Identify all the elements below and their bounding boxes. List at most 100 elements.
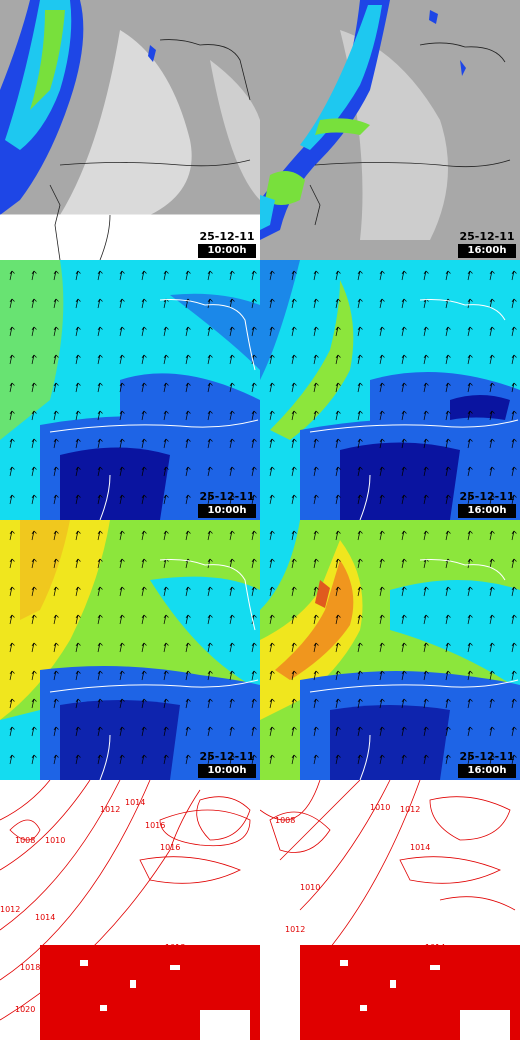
isobar-label-1014-b: 1014	[35, 913, 55, 922]
wind-arrow	[9, 726, 15, 737]
wind-b-16h-stamp: 25-12-11 16:00h	[458, 750, 516, 778]
wind-arrow	[9, 754, 15, 765]
wind-arrow	[119, 326, 125, 337]
wind-arrow	[401, 438, 407, 449]
wind-arrow	[511, 494, 517, 505]
wind-arrow	[489, 530, 495, 541]
wind-arrow	[229, 530, 235, 541]
wind-arrow	[9, 494, 15, 505]
wind-arrow	[163, 530, 169, 541]
wind-arrow	[401, 466, 407, 477]
wind-arrow	[335, 494, 341, 505]
wind-arrow	[207, 642, 213, 653]
wind-arrow	[97, 298, 103, 309]
wind-arrow	[97, 558, 103, 569]
wind-arrow	[207, 754, 213, 765]
wind-arrow	[31, 354, 37, 365]
wind-arrow	[31, 726, 37, 737]
wind-arrow	[269, 466, 275, 477]
wind-arrow	[119, 354, 125, 365]
wind-arrow	[185, 698, 191, 709]
wind-arrow	[229, 642, 235, 653]
isobar-map-right-graphic: 1008 1010 1012 1014 1010 1012 1014	[260, 780, 520, 1040]
wind-arrow	[489, 726, 495, 737]
wind-arrow	[401, 270, 407, 281]
wind-arrow	[489, 642, 495, 653]
wind-arrow	[401, 354, 407, 365]
wind-arrow	[379, 698, 385, 709]
wind-arrow	[489, 354, 495, 365]
wind-arrow	[401, 614, 407, 625]
wind-arrow	[207, 354, 213, 365]
wind-arrow	[97, 726, 103, 737]
wind-arrow	[445, 586, 451, 597]
wind-arrow	[75, 326, 81, 337]
wind-arrow	[467, 754, 473, 765]
wind-arrow	[185, 726, 191, 737]
wind-arrow	[379, 558, 385, 569]
wind-arrow	[31, 670, 37, 681]
wind-a-16h-stamp: 25-12-11 16:00h	[458, 490, 516, 518]
wind-arrow	[445, 270, 451, 281]
wind-arrow	[357, 642, 363, 653]
wind-arrow	[379, 326, 385, 337]
wind-arrow	[185, 354, 191, 365]
wind-arrow	[335, 670, 341, 681]
wind-arrow	[141, 466, 147, 477]
wind-arrow	[467, 494, 473, 505]
wind-arrow	[53, 354, 59, 365]
wind-arrow	[229, 326, 235, 337]
wind-arrow	[207, 530, 213, 541]
wind-arrow	[229, 466, 235, 477]
wind-arrow	[207, 466, 213, 477]
wind-arrow	[357, 494, 363, 505]
wind-arrow	[489, 466, 495, 477]
wind-arrow	[357, 270, 363, 281]
wind-arrow	[9, 270, 15, 281]
wind-arrow	[423, 670, 429, 681]
wind-arrow	[53, 614, 59, 625]
wind-arrow	[401, 586, 407, 597]
wind-arrow	[141, 726, 147, 737]
wind-arrow	[291, 354, 297, 365]
wind-arrow	[379, 642, 385, 653]
wind-arrow	[53, 726, 59, 737]
isobar-label-r-1008: 1008	[275, 816, 295, 825]
wind-arrow	[119, 726, 125, 737]
wind-arrow	[53, 466, 59, 477]
wind-arrow	[445, 726, 451, 737]
wind-arrow	[423, 410, 429, 421]
wind-arrow	[75, 670, 81, 681]
wind-arrow	[185, 530, 191, 541]
wind-arrow	[141, 698, 147, 709]
wind-arrow	[467, 670, 473, 681]
wind-arrow	[489, 614, 495, 625]
wind-arrow	[75, 586, 81, 597]
wind-a-16h-time: 16:00h	[458, 504, 516, 518]
wind-arrow	[9, 298, 15, 309]
wind-arrow	[141, 382, 147, 393]
wind-arrow	[31, 410, 37, 421]
wind-arrow	[489, 438, 495, 449]
wind-arrow	[163, 586, 169, 597]
wind-arrow	[251, 530, 257, 541]
wind-arrow	[251, 754, 257, 765]
wind-arrow	[141, 670, 147, 681]
wind-arrow	[141, 270, 147, 281]
wind-arrow	[313, 530, 319, 541]
wind-arrow	[467, 270, 473, 281]
wind-arrow	[53, 494, 59, 505]
wind-arrow	[75, 558, 81, 569]
wind-arrow	[53, 298, 59, 309]
wind-arrow	[229, 754, 235, 765]
wind-arrow	[313, 670, 319, 681]
wind-arrow	[291, 586, 297, 597]
wind-arrow	[75, 754, 81, 765]
wind-arrow	[31, 382, 37, 393]
wind-arrow	[97, 754, 103, 765]
wind-arrow	[467, 726, 473, 737]
wind-arrow	[511, 298, 517, 309]
wind-arrow	[163, 438, 169, 449]
wind-arrow	[75, 382, 81, 393]
wind-a-10h-time: 10:00h	[198, 504, 256, 518]
